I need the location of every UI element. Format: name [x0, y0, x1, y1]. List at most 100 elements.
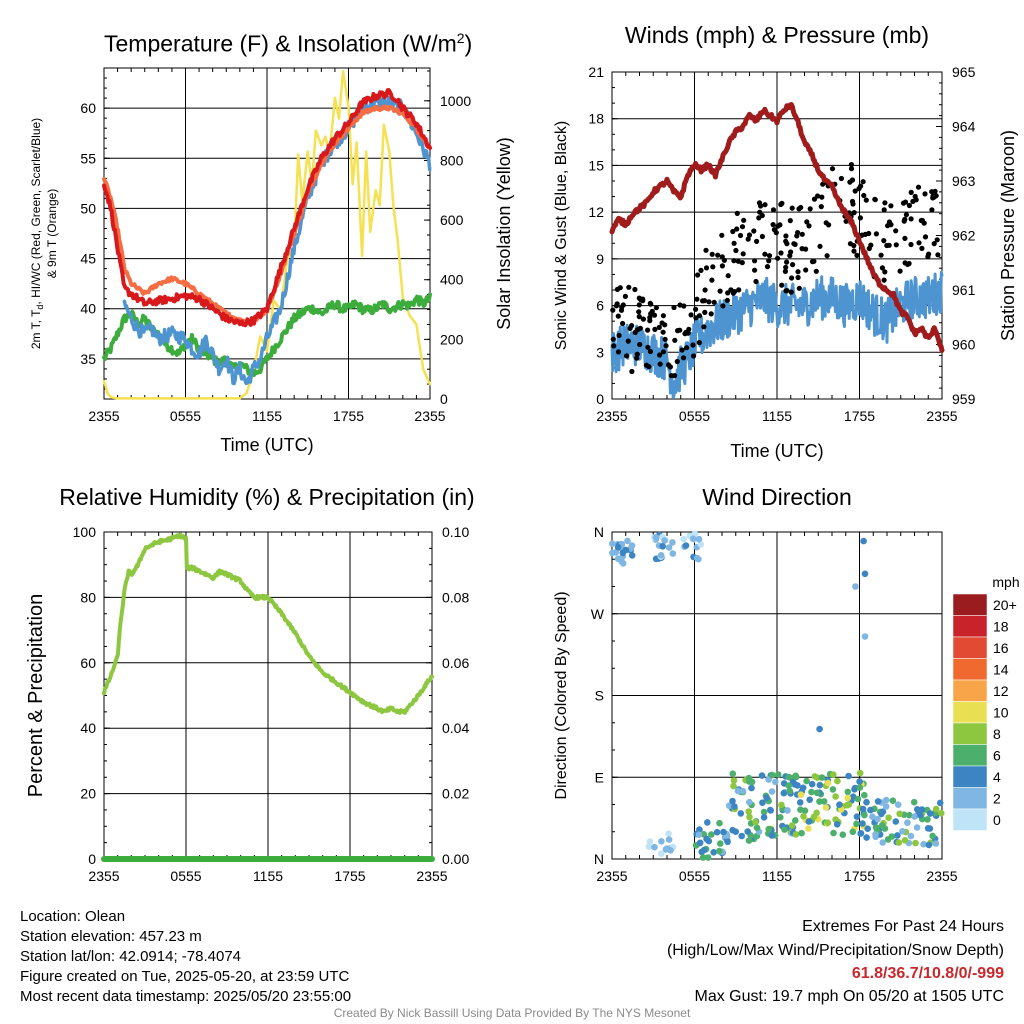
- direction-point: [816, 798, 823, 805]
- direction-point: [803, 777, 810, 785]
- direction-point: [609, 540, 616, 547]
- gust-point: [851, 210, 857, 216]
- gust-point: [778, 250, 784, 256]
- direction-point: [725, 802, 733, 810]
- gust-point: [739, 224, 746, 230]
- direction-point: [651, 843, 658, 851]
- colorbar-label: 0: [993, 812, 1001, 828]
- pressure-ytick-right-label: 963: [952, 173, 976, 189]
- gust-point: [640, 296, 646, 302]
- pressure-ytick-right-label: 965: [952, 64, 976, 80]
- gust-point: [672, 337, 678, 343]
- footer-credit: Created By Nick Bassill Using Data Provi…: [333, 1006, 691, 1020]
- direction-point: [906, 811, 913, 819]
- direction-point: [824, 779, 832, 787]
- temperature-title: Temperature (F) & Insolation (W/m2): [104, 30, 473, 57]
- gust-point: [730, 290, 737, 296]
- direction-point: [680, 535, 687, 543]
- direction-point: [614, 543, 622, 551]
- gust-point: [902, 235, 908, 241]
- gust-point: [799, 246, 805, 252]
- gust-point: [703, 265, 710, 271]
- winds-title: Winds (mph) & Pressure (mb): [624, 22, 930, 48]
- gust-point: [677, 302, 683, 308]
- gust-point: [636, 309, 642, 315]
- direction-point: [929, 832, 936, 840]
- gust-point: [626, 284, 632, 290]
- gust-point: [719, 254, 725, 260]
- colorbar-swatch: [952, 808, 988, 831]
- direction-point: [622, 546, 630, 554]
- colorbar-swatch: [952, 636, 988, 659]
- direction-point: [878, 822, 886, 829]
- direction-point: [784, 807, 791, 814]
- gust-point: [854, 252, 860, 258]
- direction-point: [857, 830, 865, 837]
- gust-point: [905, 261, 911, 267]
- gust-point: [610, 307, 616, 313]
- gust-point: [925, 254, 931, 260]
- direction-point: [746, 778, 753, 785]
- pressure-ytick-right-label: 960: [952, 337, 976, 353]
- humidity-xtick-label: 2355: [416, 868, 447, 884]
- precip-ytick-right-label: 0.08: [442, 589, 469, 605]
- gust-point: [646, 364, 652, 370]
- gust-point: [872, 197, 878, 203]
- temp-red-series: [102, 88, 432, 328]
- gust-point: [720, 303, 726, 309]
- pressure-ytick-right-label: 962: [952, 228, 976, 244]
- direction-point: [768, 788, 776, 795]
- sonic-wind-series: [610, 270, 944, 399]
- humidity-ylabel-left: Percent & Precipitation: [25, 594, 47, 797]
- temperature-ytick-label: 60: [80, 100, 96, 116]
- temperature-ytick-label: 50: [80, 200, 96, 216]
- gust-point: [647, 348, 654, 355]
- precip-ytick-right-label: 0.10: [442, 524, 469, 540]
- gust-point: [701, 298, 708, 304]
- gust-point: [733, 247, 739, 254]
- gust-points: [610, 162, 941, 379]
- winds-xtick-label: 2355: [596, 408, 627, 424]
- gust-point: [734, 210, 740, 216]
- gust-point: [807, 206, 813, 212]
- gust-point: [731, 240, 737, 246]
- direction-point: [896, 810, 903, 818]
- direction-point: [765, 776, 772, 783]
- gust-point: [866, 245, 872, 252]
- gust-point: [788, 289, 794, 295]
- humidity-ytick-label: 100: [73, 524, 97, 540]
- gust-point: [789, 275, 795, 281]
- insolation-ytick-right-label: 600: [440, 212, 464, 228]
- direction-ytick-label: N: [594, 851, 604, 867]
- direction-point: [767, 806, 774, 814]
- gust-point: [813, 268, 819, 274]
- direction-point: [913, 824, 921, 831]
- temperature-xtick-label: 2355: [88, 408, 119, 424]
- direction-point: [646, 838, 654, 845]
- direction-point: [894, 832, 901, 839]
- gust-point: [762, 202, 768, 208]
- gust-point: [680, 355, 687, 361]
- direction-point: [805, 818, 813, 825]
- direction-point: [697, 541, 705, 548]
- humidity-ytick-label: 80: [80, 589, 96, 605]
- direction-point: [695, 831, 703, 838]
- gust-point: [702, 287, 708, 293]
- gust-point: [860, 179, 866, 185]
- direction-point: [874, 798, 882, 805]
- direction-point: [729, 826, 736, 834]
- gust-point: [919, 245, 925, 251]
- precip-ytick-right-label: 0.02: [442, 786, 469, 802]
- direction-title: Wind Direction: [702, 484, 852, 510]
- gust-point: [741, 217, 747, 223]
- temperature-xtick-label: 1155: [252, 408, 282, 424]
- elevation-text: Station elevation: 457.23 m: [20, 928, 202, 945]
- gust-point: [616, 332, 622, 338]
- direction-point: [710, 849, 717, 856]
- gust-point: [653, 305, 660, 311]
- direction-point: [856, 778, 863, 785]
- gust-point: [881, 238, 887, 244]
- relative-humidity-series: [102, 532, 434, 715]
- humidity-xtick-label: 0555: [170, 868, 201, 884]
